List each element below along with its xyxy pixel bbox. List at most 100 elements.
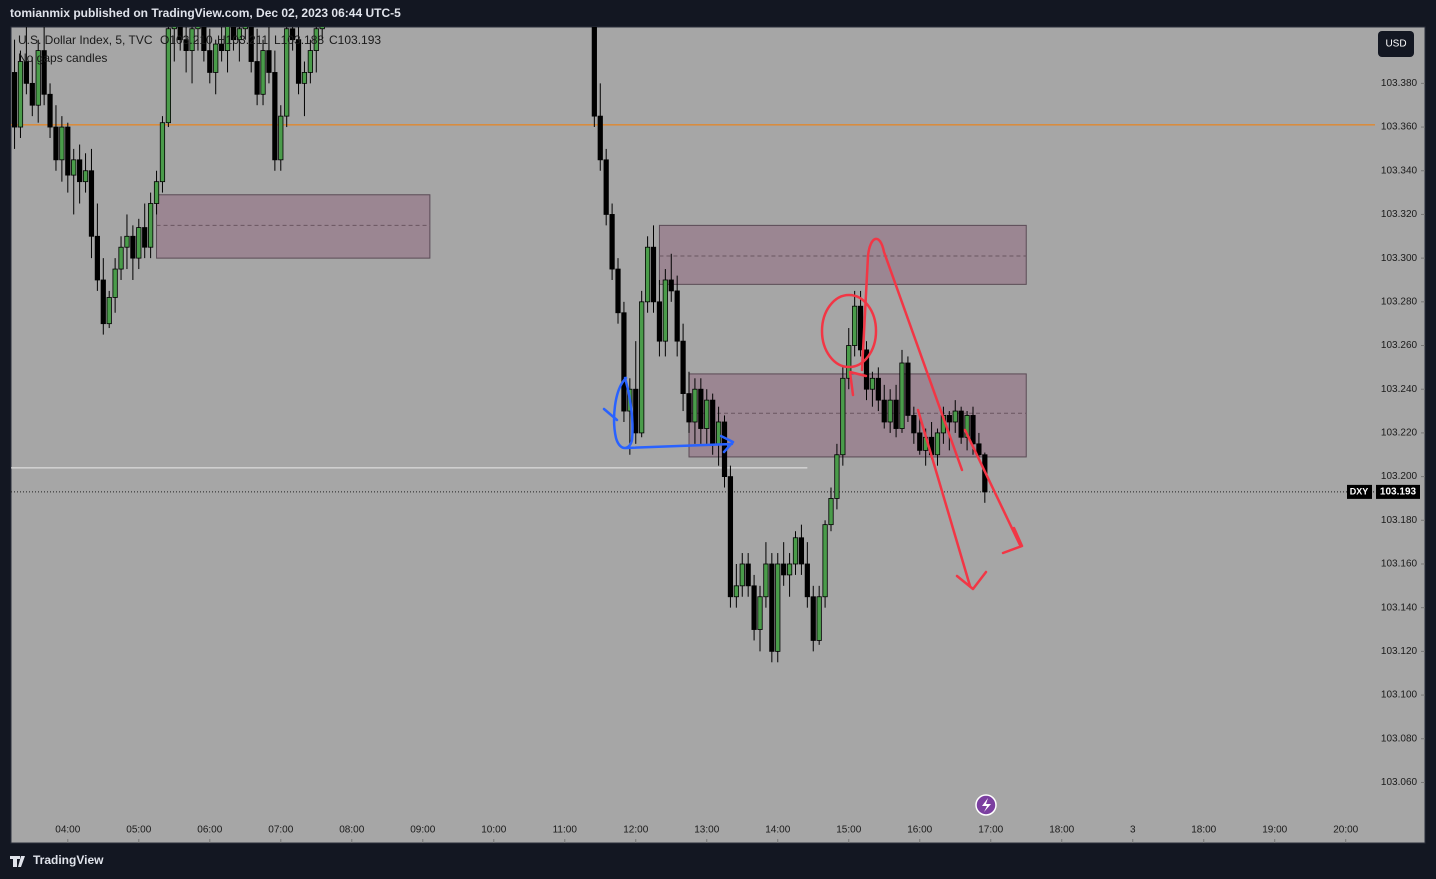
candle-body [290,28,296,41]
candle-body [284,28,290,117]
y-tick-label: 103.060 [1381,777,1418,788]
legend-indicator: No gaps candles [18,51,107,65]
candle-body [840,377,846,456]
candle-body [171,27,177,30]
candle-body [136,227,142,259]
candle-body [733,585,739,598]
candle-body [792,537,799,565]
candle-body [751,585,757,630]
y-tick-label: 103.260 [1381,340,1418,351]
candle-body [715,421,722,445]
x-tick-label: 13:00 [694,825,719,836]
candle-body [88,170,95,237]
candle-body [650,246,657,303]
candle-body [857,305,864,351]
x-tick-label: 18:00 [1191,825,1216,836]
candle-body [680,340,686,394]
candle-body [118,246,124,270]
y-tick-label: 103.200 [1381,471,1418,482]
x-tick-label: 10:00 [481,825,506,836]
candle-body [77,159,83,183]
candle-body [804,563,810,598]
symbol-tag [1347,484,1372,499]
candle-body [591,27,597,117]
candle-body [704,399,710,429]
candle-body [177,27,183,41]
zone [156,194,431,259]
axes-layer: 103.380 103.360 103.340 103.320 103.300 103.2… [55,78,1425,843]
x-tick-label: 17:00 [978,825,1003,836]
x-tick-label: 19:00 [1262,825,1287,836]
candle-body [313,28,319,51]
candle-body [781,563,787,576]
candle-body [745,563,751,587]
candle-body [53,126,59,161]
x-tick-label: 04:00 [55,825,80,836]
candle-body [911,415,917,434]
candle-body [692,388,698,423]
y-tick-label: 103.340 [1381,165,1418,176]
candle-body [41,50,47,95]
legend-low: L103.188 [274,33,324,47]
candle-body [159,122,166,183]
candle-body [278,115,284,161]
candle-body [165,28,171,124]
red-drawing [848,237,1024,591]
zone [658,224,1027,285]
candle-body [952,410,958,423]
candle-body [260,50,266,95]
candle-body [668,279,674,292]
candle-body [881,399,887,423]
candle-body [899,362,905,429]
y-tick-label: 103.320 [1381,209,1418,220]
last-price-label: 103.193 [1380,487,1417,498]
candle-body [106,297,112,325]
candle-body [798,537,805,565]
candle-body [213,43,219,73]
candle-body [224,27,231,51]
candle-body [201,27,207,51]
candle-body [35,50,41,106]
y-tick-label: 103.180 [1381,515,1418,526]
candle-body [698,388,704,429]
candle-body [219,43,225,51]
x-tick-label: 16:00 [907,825,932,836]
x-tick-label: 14:00 [765,825,790,836]
candle-body [59,126,65,161]
candle-body [112,268,118,298]
candle-body [934,432,941,456]
candle-body [674,290,680,342]
candle-body [319,27,325,30]
drawings [602,237,1024,591]
candle-body [834,454,840,499]
candle-body [248,27,254,62]
candle-body [662,279,668,342]
x-tick-label: 12:00 [623,825,648,836]
candle-body [769,563,775,652]
candle-body [905,362,911,416]
candle-body [887,399,893,423]
candle-body [656,301,663,342]
candle-body [810,596,816,641]
candle-body [763,563,769,598]
y-tick-label: 103.240 [1381,384,1418,395]
candle-body [828,498,834,526]
candle-body [195,27,201,30]
candle-body [970,415,976,445]
candle-body [917,432,923,451]
candle-body [153,181,160,204]
candle-body [47,93,53,128]
x-tick-label: 15:00 [836,825,861,836]
legend-symbol: U.S. Dollar Index, 5, TVC [18,33,153,47]
y-tick-label: 103.380 [1381,78,1418,89]
currency-label: USD [1385,39,1406,50]
candle-body [869,377,876,390]
currency-button[interactable] [1378,31,1414,57]
candle-body [964,415,970,438]
y-tick-label: 103.080 [1381,733,1418,744]
candle-body [633,388,639,434]
candle-body [863,349,870,390]
legend-high: H103.211 [217,33,268,47]
candle-body [272,72,278,161]
candle-body [124,235,130,248]
